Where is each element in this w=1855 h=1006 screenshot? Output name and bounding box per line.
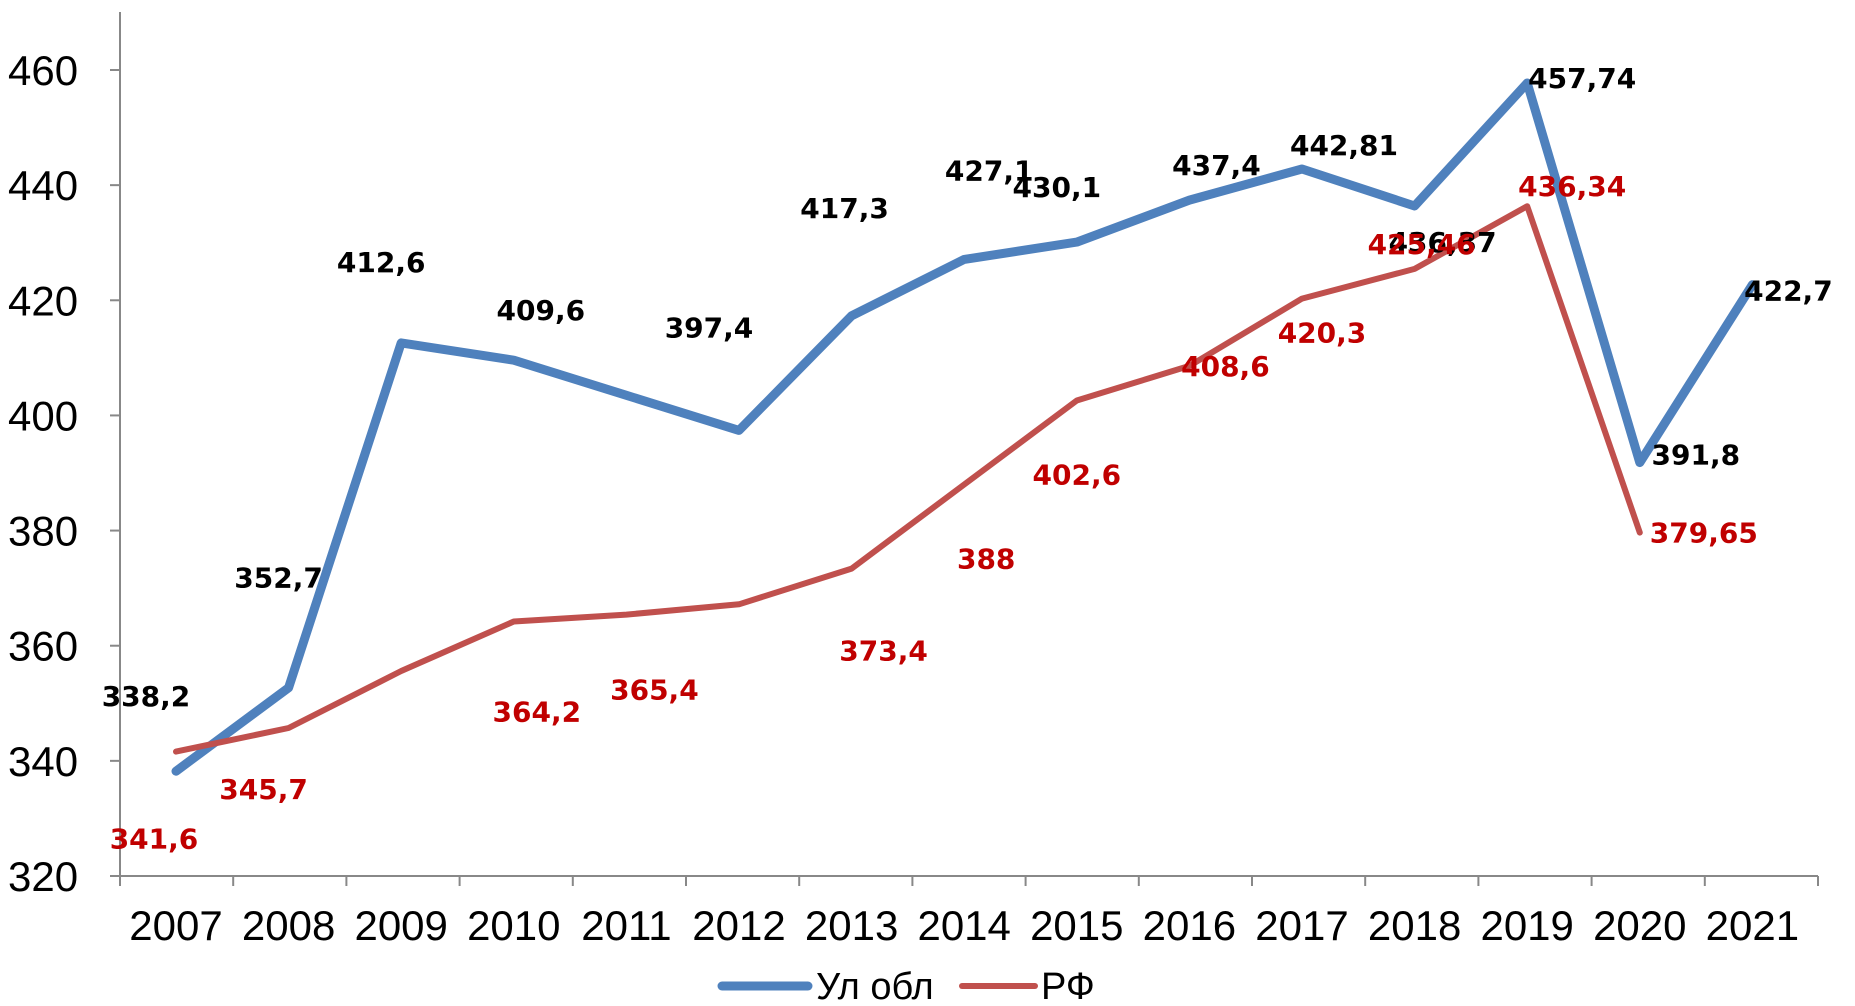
x-tick-label: 2015: [1030, 902, 1123, 949]
data-label-ul-obl: 442,81: [1290, 129, 1398, 162]
data-label-ul-obl: 436,37: [1389, 226, 1497, 259]
y-tick-label: 400: [8, 392, 78, 439]
x-tick-label: 2021: [1706, 902, 1799, 949]
x-tick-label: 2009: [354, 902, 447, 949]
series-group: [171, 78, 1757, 776]
x-tick-label: 2020: [1593, 902, 1686, 949]
x-tick-label: 2012: [692, 902, 785, 949]
x-tick-label: 2013: [805, 902, 898, 949]
x-tick-label: 2019: [1480, 902, 1573, 949]
data-label-ul-obl: 417,3: [800, 192, 889, 225]
y-tick-label: 460: [8, 47, 78, 94]
data-label-ul-obl: 391,8: [1652, 439, 1741, 472]
data-label-ul-obl: 430,1: [1013, 171, 1102, 204]
data-label-ul-obl: 437,4: [1172, 149, 1261, 182]
data-label-rf: 345,7: [219, 773, 308, 806]
data-label-rf: 408,6: [1181, 350, 1270, 383]
x-tick-label: 2008: [242, 902, 335, 949]
data-label-ul-obl: 412,6: [337, 246, 426, 279]
series-line-rf: [173, 203, 1643, 755]
data-label-rf: 341,6: [110, 823, 199, 856]
x-tick-label: 2016: [1143, 902, 1236, 949]
data-label-rf: 365,4: [610, 674, 699, 707]
axes: 320 340 360 380 400 420 440 460 2007 2008 2009 2010…: [8, 12, 1819, 949]
y-tick-label: 440: [8, 162, 78, 209]
x-tick-label: 2018: [1368, 902, 1461, 949]
data-label-ul-obl: 457,74: [1528, 62, 1636, 95]
y-tick-label: 380: [8, 508, 78, 555]
data-label-rf: 379,65: [1650, 517, 1758, 550]
data-label-rf: 388: [957, 543, 1015, 576]
y-tick-label: 340: [8, 738, 78, 785]
data-label-ul-obl: 422,7: [1744, 275, 1833, 308]
y-tick-label: 420: [8, 277, 78, 324]
data-label-ul-obl: 409,6: [497, 294, 586, 327]
legend-label: Ул обл: [816, 966, 934, 1006]
legend: Ул обл РФ: [717, 966, 1095, 1006]
legend-label: РФ: [1041, 966, 1095, 1006]
data-label-rf: 373,4: [839, 635, 928, 668]
y-tick-label: 320: [8, 853, 78, 900]
x-tick-label: 2011: [581, 902, 671, 949]
x-tick-label: 2014: [917, 902, 1010, 949]
data-label-ul-obl: 427,1: [945, 154, 1034, 187]
x-tick-label: 2010: [467, 902, 560, 949]
y-tick-label: 360: [8, 623, 78, 670]
data-label-rf: 364,2: [493, 696, 582, 729]
data-label-rf: 402,6: [1033, 458, 1122, 491]
data-label-rf: 436,34: [1518, 170, 1626, 203]
data-label-ul-obl: 338,2: [102, 680, 191, 713]
data-label-rf: 420,3: [1278, 317, 1367, 350]
series-line-ul-obl: [171, 78, 1757, 776]
data-label-rf: 425,46: [1368, 228, 1476, 261]
data-label-ul-obl: 352,7: [234, 562, 323, 595]
x-tick-label: 2017: [1255, 902, 1348, 949]
data-labels: 338,2 352,7 412,6 409,6 397,4 417,3 427,1430,1…: [102, 62, 1833, 856]
x-tick-label: 2007: [129, 902, 222, 949]
data-label-ul-obl: 397,4: [665, 311, 754, 344]
